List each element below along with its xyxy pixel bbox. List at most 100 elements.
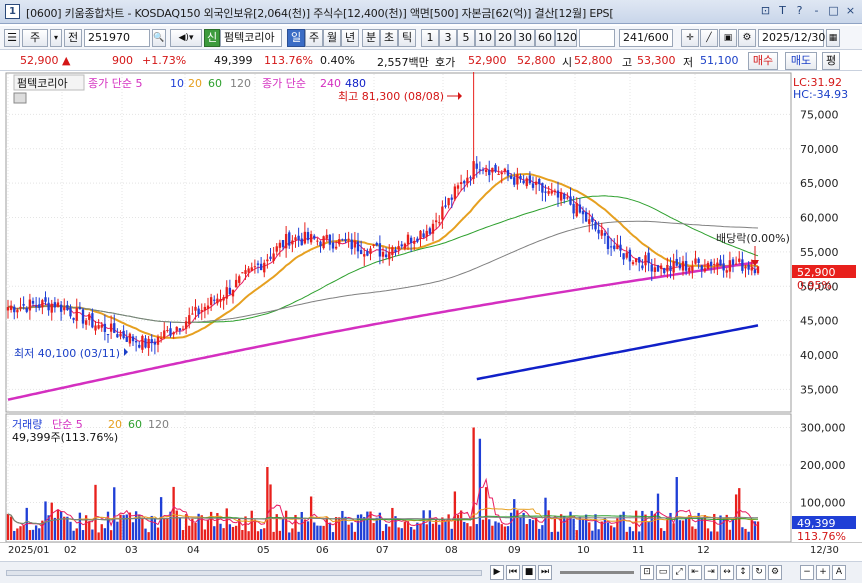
- save-icon[interactable]: ▣: [719, 29, 737, 47]
- settings-icon[interactable]: ⚙: [768, 565, 782, 580]
- chevron-down-icon[interactable]: ▾: [50, 29, 62, 47]
- reset-icon[interactable]: ↻: [752, 565, 766, 580]
- volume-bar: [450, 528, 453, 540]
- volume-bar: [359, 514, 363, 540]
- interval-1[interactable]: 1: [421, 29, 439, 47]
- gear-icon[interactable]: ⚙: [738, 29, 756, 47]
- candle-body: [569, 196, 572, 205]
- period-year[interactable]: 년: [341, 29, 359, 47]
- volume-bar: [534, 517, 538, 540]
- candle-body: [500, 172, 503, 175]
- candle-body: [153, 342, 157, 345]
- interval-custom-input[interactable]: [579, 29, 615, 47]
- window-icon[interactable]: ▭: [656, 565, 670, 580]
- volume-bar: [678, 520, 682, 540]
- crosshair-icon[interactable]: ✛: [681, 29, 699, 47]
- fit-icon[interactable]: ⊡: [640, 565, 654, 580]
- volume-bars: [6, 427, 760, 540]
- volume-bar: [163, 518, 166, 540]
- scrollbar[interactable]: [6, 570, 482, 576]
- interval-20[interactable]: 20: [495, 29, 515, 47]
- ma-legend-a: 종가 단순 5: [88, 77, 142, 90]
- volume-bar: [122, 515, 125, 540]
- stop-icon[interactable]: ■: [522, 565, 536, 580]
- layout-icon[interactable]: ⊡: [760, 4, 771, 17]
- pan-left-icon[interactable]: ⇤: [688, 565, 702, 580]
- period-minute[interactable]: 분: [362, 29, 380, 47]
- candle-body: [506, 170, 510, 176]
- zoom-out-icon[interactable]: −: [800, 565, 814, 580]
- candle-body: [91, 313, 94, 328]
- count-field[interactable]: 241/600: [619, 29, 673, 47]
- volume-bar: [222, 528, 225, 540]
- period-month[interactable]: 월: [323, 29, 341, 47]
- volume-bar: [666, 519, 669, 540]
- x-axis: 2025/01 02 03 04 05 06 07 08 09 10 11 12…: [0, 542, 862, 560]
- eval-button[interactable]: 평: [822, 52, 840, 70]
- interval-3[interactable]: 3: [439, 29, 457, 47]
- text-icon[interactable]: T: [779, 4, 786, 17]
- x-label: 09: [508, 545, 521, 556]
- candle-body: [84, 320, 88, 325]
- volume-bar: [363, 517, 366, 540]
- ma60-legend: 60: [208, 77, 222, 90]
- volume-bar: [100, 524, 103, 540]
- volume-bar: [613, 527, 616, 540]
- sell-button[interactable]: 매도: [785, 52, 817, 70]
- search-icon[interactable]: 🔍: [152, 29, 166, 47]
- candle-body: [456, 185, 460, 189]
- period-tick[interactable]: 틱: [398, 29, 416, 47]
- interval-120[interactable]: 120: [555, 29, 577, 47]
- prev-button[interactable]: 전: [64, 29, 82, 47]
- period-day[interactable]: 일: [287, 29, 305, 47]
- volume-bar: [366, 511, 369, 540]
- period-select[interactable]: 주: [22, 29, 48, 47]
- minimize-button[interactable]: -: [814, 4, 819, 17]
- last-icon[interactable]: ⏭: [538, 565, 552, 580]
- volume-bar: [297, 531, 300, 540]
- window-title: [0600] 키움종합차트 - KOSDAQ150 외국인보유[2,064(천)…: [26, 7, 614, 20]
- date-input[interactable]: 2025/12/30: [758, 29, 825, 47]
- panel-grid-icon[interactable]: [13, 92, 27, 104]
- x-label: 10: [577, 545, 590, 556]
- volume-bar: [603, 518, 607, 540]
- interval-30[interactable]: 30: [515, 29, 535, 47]
- interval-10[interactable]: 10: [475, 29, 495, 47]
- height-icon[interactable]: ↕: [736, 565, 750, 580]
- period-week[interactable]: 주: [305, 29, 323, 47]
- high-label: 고: [622, 56, 633, 69]
- code-input[interactable]: 251970: [84, 29, 150, 47]
- chart-menu-icon[interactable]: ☰: [4, 29, 20, 47]
- maximize-button[interactable]: □: [828, 4, 839, 17]
- volume-ma60-legend: 60: [128, 418, 142, 431]
- interval-5[interactable]: 5: [457, 29, 475, 47]
- zoom-slider[interactable]: [560, 571, 634, 574]
- pan-right-icon[interactable]: ⇥: [704, 565, 718, 580]
- chart-area[interactable]: 75,000 70,000 65,000 60,000 55,000 50,000 45,0…: [0, 72, 862, 542]
- first-icon[interactable]: ⏮: [506, 565, 520, 580]
- help-icon[interactable]: ?: [796, 4, 803, 17]
- volume-ma120-legend: 120: [148, 418, 169, 431]
- line-tool-icon[interactable]: ╱: [700, 29, 718, 47]
- expand-icon[interactable]: ⤢: [672, 565, 686, 580]
- candle-body: [113, 323, 116, 333]
- x-label: 2025/01: [8, 545, 50, 556]
- interval-60[interactable]: 60: [535, 29, 555, 47]
- buy-button[interactable]: 매수: [748, 52, 778, 70]
- scroll-right-icon[interactable]: ▶: [490, 565, 504, 580]
- stock-name-field[interactable]: 펌텍코리아: [220, 29, 282, 47]
- candle-body: [716, 262, 719, 267]
- sound-icon[interactable]: ◀)▾: [170, 29, 202, 47]
- auto-scale-icon[interactable]: A: [832, 565, 846, 580]
- candle-body: [519, 175, 522, 180]
- zoom-in-icon[interactable]: +: [816, 565, 830, 580]
- close-button[interactable]: ×: [845, 4, 856, 17]
- volume-bar: [616, 518, 619, 540]
- volume-bar: [622, 511, 625, 540]
- volume-bar: [459, 510, 463, 540]
- calendar-icon[interactable]: ▦: [826, 29, 840, 47]
- width-icon[interactable]: ↔: [720, 565, 734, 580]
- period-second[interactable]: 초: [380, 29, 398, 47]
- stock-badge: 신: [204, 29, 220, 47]
- last-pct-text: 0.95%: [797, 279, 832, 292]
